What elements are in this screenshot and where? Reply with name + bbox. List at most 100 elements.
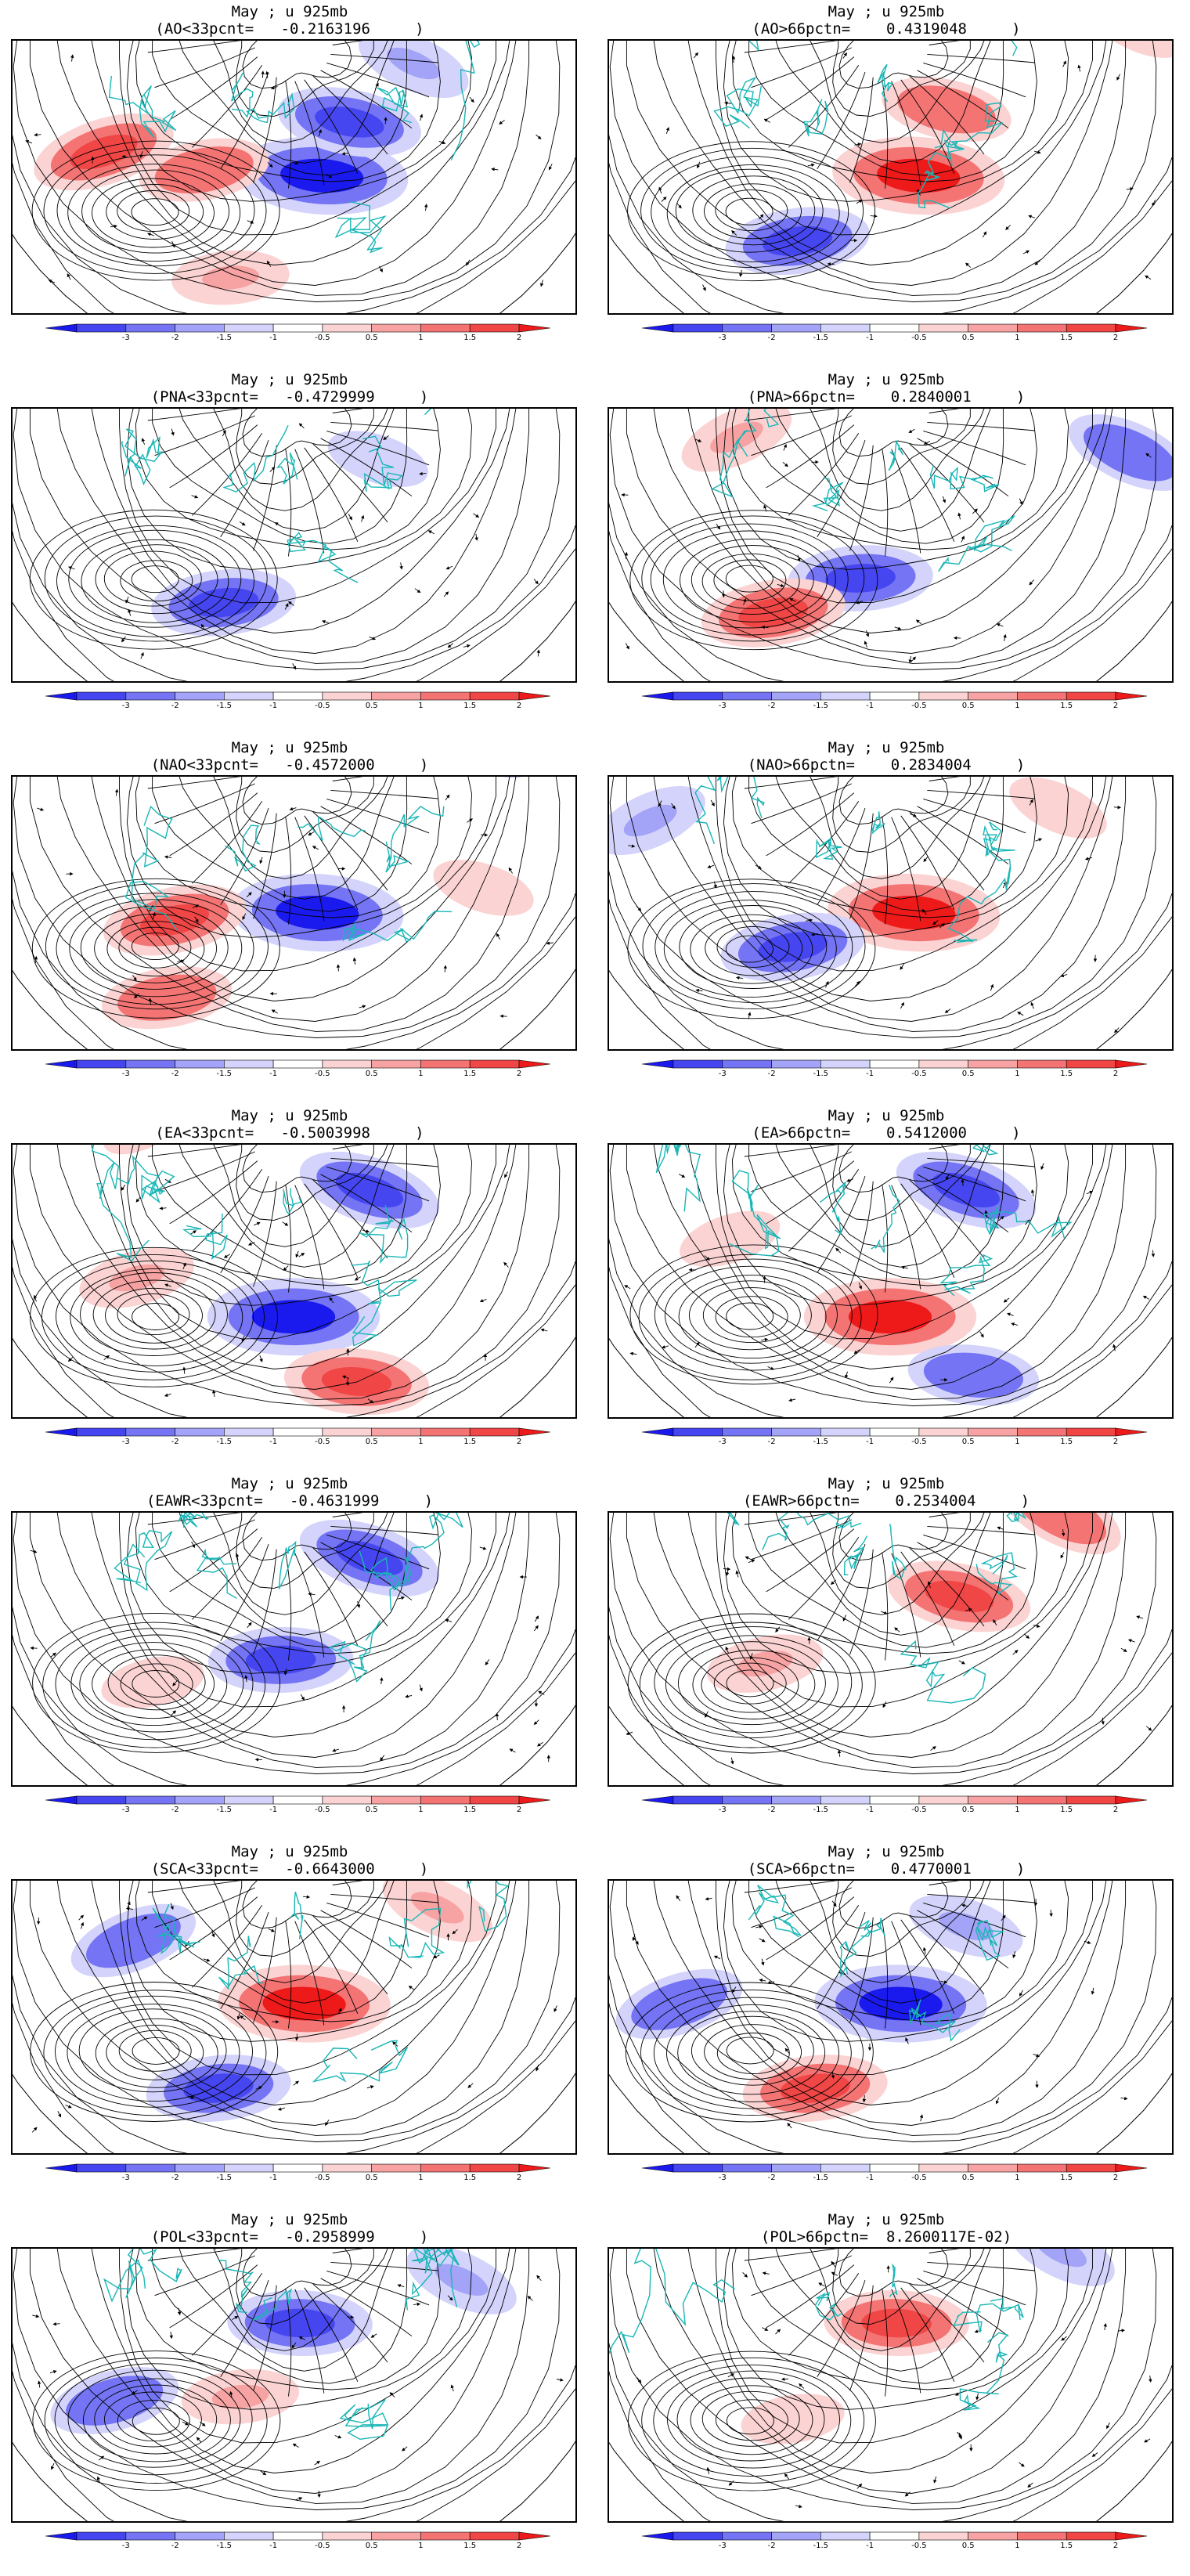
coastline	[328, 1620, 381, 1683]
streamline	[882, 1184, 889, 1293]
colorbar-tick-label: 1	[418, 1438, 423, 1446]
streamline	[900, 815, 955, 910]
streamline	[687, 1145, 1107, 1369]
streamline	[927, 789, 1035, 799]
coastline	[953, 2297, 1024, 2332]
flow-arrow	[103, 1355, 110, 1361]
flow-arrow	[862, 2095, 867, 2103]
streamline	[917, 1174, 1009, 1233]
streamline	[609, 2249, 1157, 2510]
streamline	[662, 530, 836, 629]
map-panel: May ; u 925mb (SCA>66pctn= 0.4770001 ) -3 -…	[597, 1840, 1176, 2208]
flow-arrow	[298, 423, 305, 429]
streamline	[332, 777, 363, 781]
flow-arrow	[292, 663, 297, 670]
streamline	[900, 1919, 955, 2014]
flow-arrow	[246, 892, 252, 898]
panel-title-line1: May ; u 925mb	[828, 1475, 945, 1492]
colorbar-graphic: -3-2-1.5-1-0.50.511.523	[45, 1427, 571, 1446]
flow-arrow	[693, 52, 699, 59]
streamline	[56, 1145, 517, 1390]
streamline	[132, 2407, 180, 2435]
streamline	[236, 41, 374, 117]
streamline	[236, 1513, 374, 1589]
streamline	[731, 41, 1037, 182]
flow-arrow	[282, 1221, 289, 1226]
flow-arrow	[767, 1980, 775, 1985]
streamline	[665, 1635, 838, 1734]
colorbar: -3-2-1.5-1-0.50.511.523	[45, 1057, 571, 1104]
streamline	[94, 2384, 218, 2455]
streamline	[731, 1513, 1037, 1654]
streamline	[152, 1513, 408, 1648]
map-panel: May ; u 925mb (NAO<33pcnt= -0.4572000 ) -3…	[0, 736, 579, 1104]
streamline	[713, 1662, 787, 1705]
flow-arrow	[996, 623, 1004, 627]
streamline	[117, 1293, 190, 1336]
streamline	[106, 921, 205, 977]
polar-map	[13, 41, 575, 313]
streamline	[330, 53, 438, 63]
streamline	[191, 1905, 263, 1988]
streamline	[91, 2249, 510, 2473]
flow-arrow	[1116, 74, 1120, 81]
streamline	[810, 2249, 985, 2351]
colorbar-extend-low	[641, 691, 674, 701]
colorbar-tick-label: 2	[1113, 2542, 1118, 2550]
streamline	[126, 1881, 473, 2042]
streamlines	[609, 777, 1172, 1049]
flow-arrow	[200, 2421, 206, 2426]
panel-title-line2: (EAWR>66pctn= 0.2534004 )	[742, 1492, 1030, 1510]
streamlines	[609, 1881, 1172, 2153]
streamline	[147, 777, 241, 789]
colorbar-tick-label: -2	[171, 1806, 179, 1814]
map-panel: May ; u 925mb (AO<33pcnt= -0.2163196 ) -3 -…	[0, 0, 579, 368]
streamline	[626, 1513, 1127, 1768]
flow-arrow	[748, 1559, 755, 1564]
colorbar-segment	[1066, 1059, 1116, 1069]
streamline	[169, 56, 258, 121]
anomaly-core	[262, 1986, 346, 2021]
colorbar-segment	[673, 1795, 723, 1805]
colorbar-tick-label: -0.5	[315, 2542, 330, 2550]
flow-arrow	[845, 1371, 849, 1379]
colorbar-segment	[420, 1059, 471, 1069]
flow-arrow	[67, 1356, 74, 1362]
streamline	[30, 1247, 278, 1387]
colorbar-extend-high	[1115, 2163, 1148, 2173]
streamline	[191, 1169, 263, 1252]
map-frame	[608, 1143, 1174, 1419]
colorbar-segment	[968, 1427, 1018, 1437]
flow-arrow	[706, 2466, 710, 2474]
streamline	[726, 1669, 774, 1697]
flow-arrow	[705, 1896, 712, 1901]
colorbar-segment	[76, 1795, 127, 1805]
streamline	[304, 815, 359, 910]
streamline	[909, 75, 985, 155]
colorbar-tick-label: 1	[1015, 2542, 1019, 2550]
flow-arrow	[538, 1690, 545, 1695]
map-frame	[608, 2247, 1174, 2523]
streamline	[705, 920, 803, 976]
flow-arrow	[177, 2308, 182, 2316]
flow-arrow	[447, 2295, 453, 2301]
flow-arrow	[940, 1980, 948, 1984]
flow-arrow	[419, 114, 424, 121]
flow-arrow	[743, 597, 747, 605]
anomaly-core	[70, 134, 138, 170]
flow-arrow	[1035, 838, 1043, 842]
streamline	[79, 1642, 228, 1726]
colorbar-tick-label: 1.5	[463, 334, 476, 342]
colorbar-tick-label: 2	[517, 2174, 521, 2182]
colorbar-extend-low	[45, 323, 78, 333]
map-panel: May ; u 925mb (EA>66pctn= 0.5412000 ) -3 -2…	[597, 1104, 1176, 1472]
streamline	[929, 1145, 960, 1149]
flow-arrow	[749, 1652, 753, 1660]
streamline	[838, 409, 949, 457]
colorbar-segment	[175, 1427, 225, 1437]
flow-arrow	[419, 1684, 423, 1692]
panel-title-line2: (AO<33pcnt= -0.2163196 )	[155, 20, 424, 38]
flow-arrow	[360, 514, 365, 522]
streamline	[744, 1881, 838, 1893]
